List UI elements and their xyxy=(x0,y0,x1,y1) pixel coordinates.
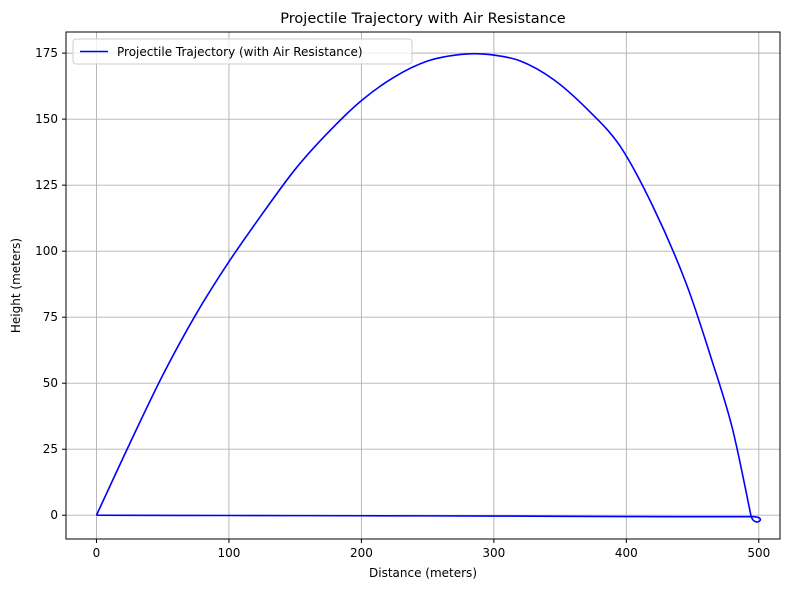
chart-title: Projectile Trajectory with Air Resistanc… xyxy=(280,11,566,27)
plot-frame xyxy=(65,31,781,540)
y-tick-label: 25 xyxy=(43,442,58,456)
x-tick-label: 200 xyxy=(350,546,373,560)
series-layer xyxy=(95,52,762,523)
trajectory-line xyxy=(95,52,762,523)
legend-label: Projectile Trajectory (with Air Resistan… xyxy=(117,45,363,59)
y-tick-label: 125 xyxy=(35,178,58,192)
x-tick-label: 0 xyxy=(93,546,101,560)
y-tick-label: 50 xyxy=(43,376,58,390)
legend-box xyxy=(72,38,413,65)
grid-layer xyxy=(66,32,780,539)
y-tick-label: 100 xyxy=(35,244,58,258)
x-tick-label: 300 xyxy=(482,546,505,560)
tick-layer: 0 100 200 300 400 500 0 25 50 75 100 125 150 175 xyxy=(35,46,770,560)
y-tick-label: 75 xyxy=(43,310,58,324)
x-tick-label: 400 xyxy=(615,546,638,560)
y-tick-label: 0 xyxy=(50,508,58,522)
y-axis-label: Height (meters) xyxy=(9,238,23,333)
x-axis-label: Distance (meters) xyxy=(369,566,477,580)
x-tick-label: 100 xyxy=(217,546,240,560)
y-tick-label: 150 xyxy=(35,112,58,126)
legend: Projectile Trajectory (with Air Resistan… xyxy=(72,38,413,65)
x-tick-label: 500 xyxy=(747,546,770,560)
y-tick-label: 175 xyxy=(35,46,58,60)
